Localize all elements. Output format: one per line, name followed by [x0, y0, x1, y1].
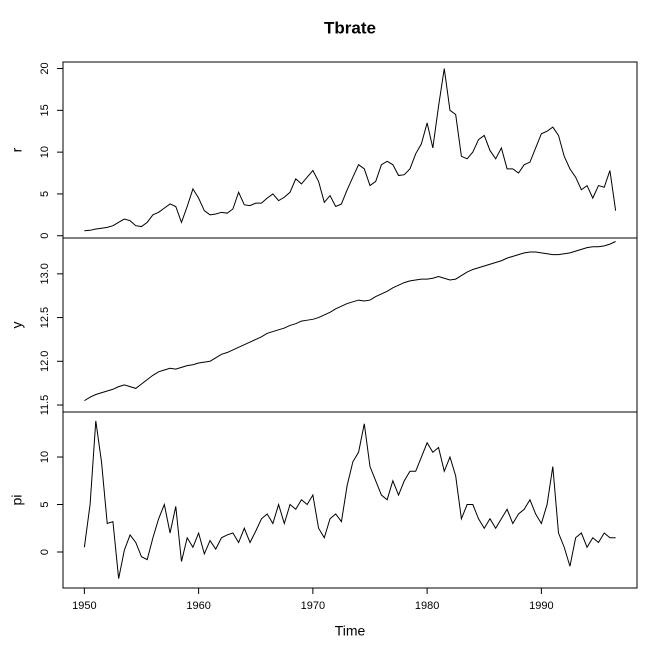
y-axis-label: pi	[9, 495, 25, 506]
y-axis-label: y	[9, 322, 25, 329]
data-line	[84, 241, 616, 402]
y-tick-label: 11.5	[39, 395, 51, 416]
y-tick-label: 10	[39, 451, 51, 463]
y-axis-label: r	[9, 147, 25, 152]
data-line	[83, 420, 616, 579]
x-axis-label: Time	[335, 623, 366, 639]
y-tick-label: 5	[39, 501, 51, 507]
data-line	[84, 68, 617, 232]
x-tick-label: 1990	[529, 600, 553, 612]
x-tick-label: 1980	[415, 600, 439, 612]
y-tick-label: 10	[39, 146, 51, 158]
x-tick-label: 1970	[301, 600, 325, 612]
x-tick-label: 1960	[186, 600, 210, 612]
y-tick-label: 0	[39, 549, 51, 555]
y-tick-label: 5	[39, 191, 51, 197]
x-tick-label: 1950	[72, 600, 96, 612]
y-tick-label: 12.0	[39, 351, 51, 372]
y-tick-label: 20	[39, 62, 51, 74]
panel-frame	[62, 411, 638, 589]
y-tick-label: 15	[39, 104, 51, 116]
panel-frame	[62, 61, 638, 239]
y-tick-label: 0	[39, 233, 51, 239]
chart-title: Tbrate	[324, 18, 376, 37]
y-tick-label: 12.5	[39, 307, 51, 328]
panel-frame	[62, 237, 638, 413]
y-tick-label: 13.0	[39, 263, 51, 284]
